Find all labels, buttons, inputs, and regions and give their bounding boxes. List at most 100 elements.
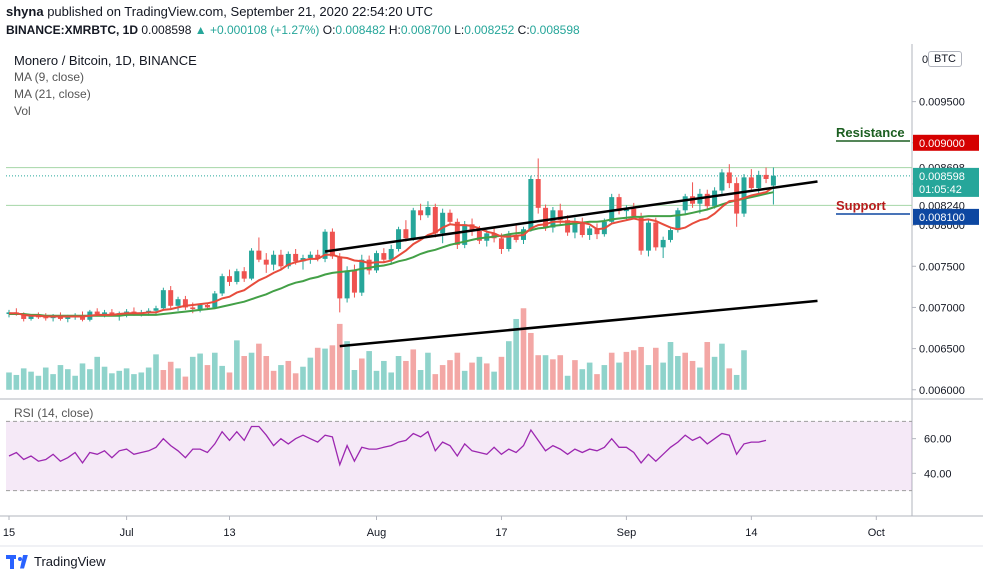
volume-bar [557, 355, 564, 390]
candle-body [219, 276, 225, 294]
price-tag-label: 0.008598 [919, 171, 965, 183]
candle-body [543, 207, 549, 228]
volume-bar [608, 352, 615, 390]
volume-bar [20, 368, 27, 390]
candle-body [616, 197, 622, 212]
candle-body [535, 179, 541, 208]
volume-bar [153, 354, 159, 390]
volume-bar [388, 372, 394, 390]
volume-bar [483, 363, 490, 390]
volume-bar [675, 356, 681, 390]
volume-bar [454, 352, 461, 390]
volume-bar [425, 352, 431, 390]
price-change: +0.000108 (+1.27%) [209, 23, 320, 37]
currency-badge[interactable]: BTC [928, 51, 962, 67]
legend-ma21[interactable]: MA (21, close) [14, 87, 91, 101]
volume-bar [395, 356, 402, 390]
volume-bar [586, 362, 593, 390]
time-tick-label: 13 [223, 527, 235, 539]
volume-bar [57, 365, 64, 390]
candle-body [726, 172, 732, 184]
candle-body [271, 254, 277, 265]
volume-bar [506, 341, 512, 390]
rsi-tick-label: 40.00 [924, 468, 952, 480]
candle-body [741, 177, 747, 214]
candle-body [212, 293, 218, 308]
candle-body [712, 190, 718, 207]
candle-body [234, 271, 240, 282]
candle-body [579, 222, 585, 235]
volume-bar [300, 366, 306, 390]
candle-body [182, 299, 188, 308]
support-label: Support [836, 198, 886, 213]
resistance-label: Resistance [836, 125, 905, 140]
volume-bar [116, 370, 123, 390]
volume-bar [403, 360, 409, 390]
volume-bar [359, 358, 365, 390]
candle-body [476, 230, 482, 241]
price-tag-label: 01:05:42 [919, 184, 962, 196]
volume-bar [28, 371, 34, 390]
volume-bar [447, 360, 453, 390]
volume-bar [50, 374, 56, 390]
volume-bar [79, 363, 86, 390]
volume-bar [381, 360, 387, 390]
high-label: H: [388, 23, 401, 37]
volume-bar [417, 370, 424, 390]
candle-body [197, 304, 203, 310]
volume-bar [689, 360, 696, 390]
volume-bar [72, 375, 78, 390]
volume-bar [256, 343, 262, 390]
candle-body [263, 259, 269, 265]
rsi-tick-label: 60.00 [924, 434, 952, 446]
volume-bar [285, 360, 292, 390]
volume-bar [175, 368, 181, 390]
volume-bar [278, 365, 284, 390]
volume-bar [638, 346, 644, 390]
volume-bar [336, 323, 343, 390]
candle-body [668, 230, 673, 240]
volume-bar [653, 347, 659, 390]
candle-body [756, 174, 762, 189]
candle-body [153, 308, 159, 311]
tradingview-logo-icon [6, 554, 28, 569]
volume-bar [167, 361, 174, 390]
candle-body [653, 222, 659, 248]
rsi-legend[interactable]: RSI (14, close) [14, 406, 94, 420]
candle-body [763, 174, 769, 180]
candle-body [21, 314, 27, 319]
volume-bar [182, 376, 189, 390]
price-tag-label: 0.009000 [919, 138, 965, 150]
volume-bar [160, 370, 167, 390]
candle-body [645, 222, 651, 251]
volume-bar [513, 318, 519, 390]
volume-bar [329, 345, 336, 390]
legend-vol[interactable]: Vol [14, 104, 31, 118]
candle-body [587, 228, 593, 235]
volume-bar [579, 369, 586, 390]
footer-brand[interactable]: TradingView [6, 554, 106, 569]
legend-title: Monero / Bitcoin, 1D, BINANCE [14, 53, 197, 68]
candle-body [175, 299, 181, 306]
publish-header: shyna published on TradingView.com, Sept… [0, 0, 983, 44]
low-label: L: [454, 23, 465, 37]
volume-bar [439, 365, 446, 390]
candle-body [403, 229, 409, 239]
ohlc-line: BINANCE:XMRBTC, 1D 0.008598 ▲ +0.000108 … [6, 23, 580, 37]
candle-body [28, 315, 34, 319]
open-value: 0.008482 [335, 23, 386, 37]
price-tick-label: 0.007000 [919, 302, 965, 314]
legend-ma9[interactable]: MA (9, close) [14, 70, 85, 84]
candle-body [359, 259, 365, 293]
publisher-name[interactable]: shyna [6, 4, 44, 19]
volume-bar [241, 356, 247, 390]
volume-bar [219, 365, 225, 390]
volume-bar [13, 374, 20, 390]
volume-bar [733, 374, 740, 390]
ma9-line [9, 186, 774, 318]
volume-bar [131, 374, 137, 390]
candle-body [704, 193, 710, 207]
volume-bar [572, 360, 578, 390]
volume-bar [212, 352, 218, 390]
